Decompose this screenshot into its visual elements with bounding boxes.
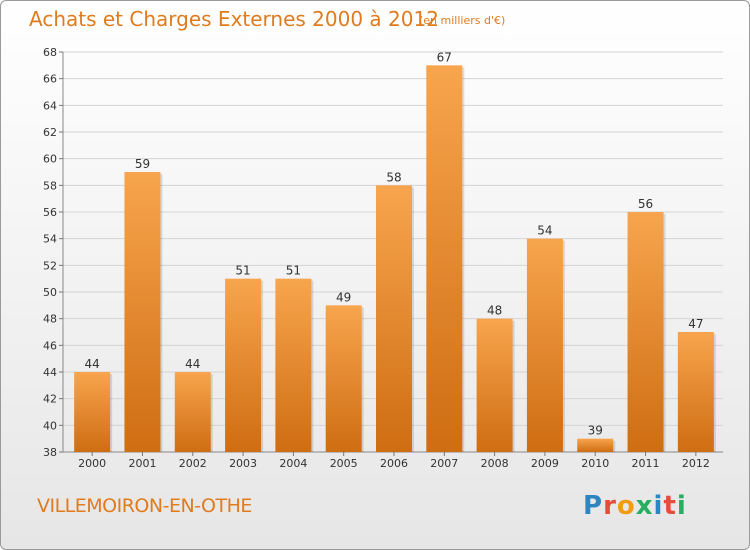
bar [275,278,312,452]
y-tick-label: 46 [43,339,57,352]
x-tick-label: 2009 [531,457,559,470]
y-tick-label: 66 [43,73,57,86]
bar-value-label: 59 [135,157,150,171]
bar [325,305,362,452]
y-tick-label: 56 [43,206,57,219]
bar-value-label: 44 [185,357,200,371]
bar-value-label: 56 [638,197,653,211]
x-tick-label: 2012 [682,457,710,470]
bar-value-label: 49 [336,290,351,304]
bar-value-label: 44 [85,357,100,371]
bar [74,372,111,452]
bar-value-label: 58 [386,170,401,184]
bar-value-label: 48 [487,304,502,318]
x-tick-label: 2003 [229,457,257,470]
y-tick-label: 50 [43,286,57,299]
y-tick-label: 52 [43,259,57,272]
bar-value-label: 67 [437,50,452,64]
brand-letter: i [653,491,664,521]
bar-value-label: 47 [688,317,703,331]
brand-letter: r [603,491,617,521]
x-tick-label: 2002 [179,457,207,470]
brand-letter: P [583,491,604,521]
bar-value-label: 54 [537,224,552,238]
bar [677,332,714,452]
x-tick-label: 2010 [581,457,609,470]
y-tick-label: 58 [43,179,57,192]
y-axis-ticks: 38 40 42 44 46 48 50 52 54 56 58 60 62 64 66 68 [43,46,63,459]
bar [376,185,412,453]
x-tick-label: 2005 [330,457,358,470]
x-tick-label: 2004 [279,457,307,470]
x-tick-label: 2011 [632,457,660,470]
x-tick-label: 2007 [430,457,458,470]
bar [225,278,262,452]
brand-letter: i [676,491,687,521]
y-tick-label: 60 [43,153,57,166]
bar [526,238,563,452]
bar-value-label: 39 [588,424,603,438]
brand-letter: o [616,491,636,521]
chart-subtitle: (en milliers d'€) [419,14,506,27]
y-tick-label: 44 [43,366,57,379]
y-tick-label: 48 [43,313,57,326]
x-tick-label: 2000 [78,457,106,470]
bar [577,438,614,452]
x-tick-label: 2008 [481,457,509,470]
bars: 44 59 44 51 51 49 58 67 48 54 39 56 47 [74,50,716,453]
bar [476,318,513,452]
x-tick-label: 2001 [128,457,156,470]
y-tick-label: 62 [43,126,57,139]
x-tick-label: 2006 [380,457,408,470]
commune-name: VILLEMOIRON-EN-OTHE [37,495,252,517]
chart-title: Achats et Charges Externes 2000 à 2012 [29,7,439,31]
y-tick-label: 68 [43,46,57,59]
y-tick-label: 64 [43,99,57,112]
bar-value-label: 51 [235,264,250,278]
brand-letter: x [635,491,654,521]
bar [174,372,211,452]
y-tick-label: 38 [43,446,57,459]
bar [627,212,664,452]
y-tick-label: 54 [43,233,57,246]
brand-letter: t [663,491,677,521]
bar [426,65,463,452]
brand-logo: Proxiti [583,491,687,521]
x-axis-ticks: 2000 2001 2002 2003 2004 2005 2006 2007 2008 2009… [78,452,710,470]
bar [124,172,161,452]
bar-value-label: 51 [286,264,301,278]
y-tick-label: 40 [43,419,57,432]
y-tick-label: 42 [43,393,57,406]
